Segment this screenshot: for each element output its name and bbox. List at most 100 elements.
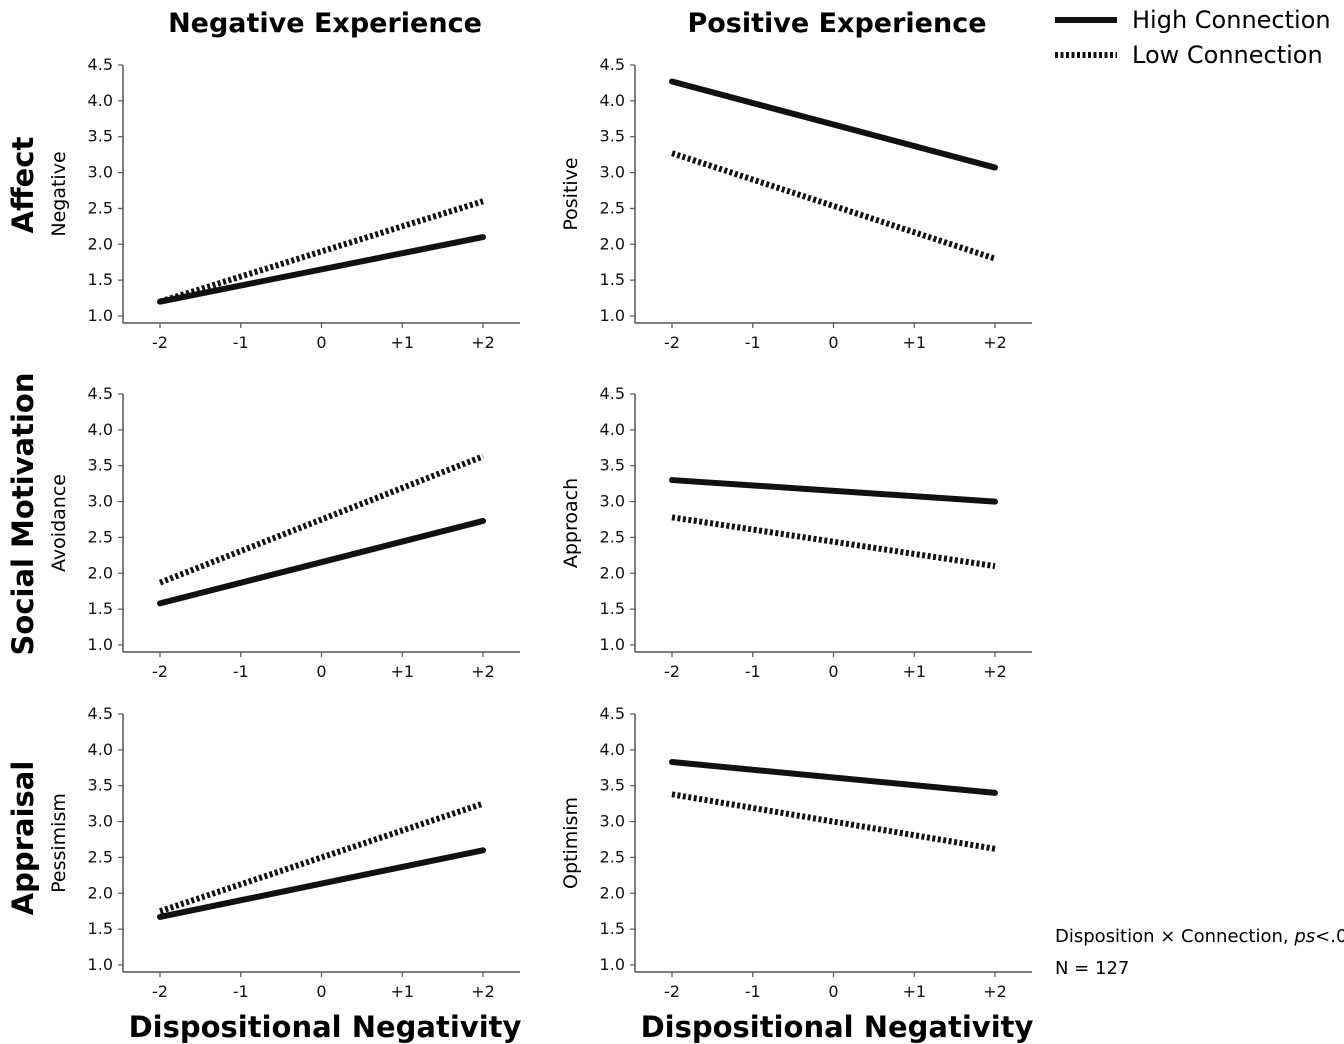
series-line-high-connection xyxy=(157,847,486,920)
x-tick-label: -1 xyxy=(745,982,761,1001)
y-tick-label: 4.5 xyxy=(88,704,113,723)
x-tick-label: +1 xyxy=(902,982,926,1001)
y-axis-label: Approach xyxy=(560,478,582,568)
y-tick-label: 1.0 xyxy=(600,306,625,325)
x-tick-label: -2 xyxy=(152,333,168,352)
y-tick-label: 2.0 xyxy=(600,234,625,253)
panel-appraisal-positive-experience: 1.0 1.5 2.0 2.5 3.0 3.5 4.0 4.5 -2 -1 0 +1 +2 Optimis… xyxy=(560,704,1032,1001)
chart-panels: 1.0 1.5 2.0 2.5 3.0 3.5 4.0 4.5 -2 -1 0 +1 +2 Negativ… xyxy=(48,55,1032,1001)
y-tick-label: 1.0 xyxy=(88,306,113,325)
y-tick-label: 3.5 xyxy=(88,127,113,146)
y-tick-label: 4.5 xyxy=(600,55,625,74)
y-axis-label: Optimism xyxy=(560,797,582,889)
y-tick-label: 2.5 xyxy=(88,198,113,217)
y-axis-label: Avoidance xyxy=(48,474,70,572)
y-tick-label: 4.5 xyxy=(600,384,625,403)
x-axis-label-right: Dispositional Negativity xyxy=(641,1010,1034,1044)
y-tick-label: 2.0 xyxy=(88,883,113,902)
y-tick-label: 1.0 xyxy=(88,955,113,974)
x-tick-label: -2 xyxy=(664,982,680,1001)
y-tick-label: 1.0 xyxy=(88,635,113,654)
x-tick-label: +2 xyxy=(471,333,495,352)
y-tick-label: 3.0 xyxy=(600,163,625,182)
y-tick-label: 1.0 xyxy=(600,635,625,654)
x-tick-label: +1 xyxy=(390,662,414,681)
y-tick-label: 3.5 xyxy=(600,456,625,475)
x-tick-label: +2 xyxy=(983,333,1007,352)
y-tick-label: 2.5 xyxy=(600,847,625,866)
y-tick-label: 3.5 xyxy=(600,127,625,146)
x-tick-label: -2 xyxy=(664,662,680,681)
y-tick-label: 3.5 xyxy=(600,776,625,795)
y-tick-label: 3.5 xyxy=(88,456,113,475)
y-tick-label: 3.0 xyxy=(600,812,625,831)
series-line-high-connection xyxy=(669,477,998,505)
y-tick-label: 2.5 xyxy=(600,198,625,217)
y-tick-label: 4.5 xyxy=(88,384,113,403)
y-axis-label: Positive xyxy=(560,157,582,230)
y-tick-label: 2.0 xyxy=(88,563,113,582)
panel-affect-negative-experience: 1.0 1.5 2.0 2.5 3.0 3.5 4.0 4.5 -2 -1 0 +1 +2 Negativ… xyxy=(48,55,520,352)
x-tick-label: -1 xyxy=(233,982,249,1001)
x-tick-label: -1 xyxy=(233,662,249,681)
series-line-high-connection xyxy=(157,234,486,305)
x-tick-label: -2 xyxy=(664,333,680,352)
x-tick-label: -1 xyxy=(233,333,249,352)
row-title-appraisal: Appraisal xyxy=(6,761,40,916)
y-tick-label: 4.0 xyxy=(88,420,113,439)
series-line-high-connection xyxy=(157,517,486,607)
y-tick-label: 2.0 xyxy=(88,234,113,253)
x-tick-label: +1 xyxy=(902,333,926,352)
series-line-low-connection xyxy=(158,453,485,586)
legend-label-low-connection: Low Connection xyxy=(1132,41,1323,69)
y-tick-label: 2.5 xyxy=(88,847,113,866)
y-tick-label: 2.5 xyxy=(88,527,113,546)
y-tick-label: 1.5 xyxy=(600,599,625,618)
y-tick-label: 2.0 xyxy=(600,563,625,582)
y-tick-label: 2.5 xyxy=(600,527,625,546)
y-tick-label: 4.5 xyxy=(88,55,113,74)
x-tick-label: -2 xyxy=(152,982,168,1001)
y-tick-label: 1.5 xyxy=(88,599,113,618)
y-tick-label: 4.0 xyxy=(88,91,113,110)
y-tick-label: 1.5 xyxy=(88,919,113,938)
x-tick-label: +2 xyxy=(983,662,1007,681)
interaction-note-prefix: Disposition × Connection, xyxy=(1055,926,1294,947)
panel-social-motivation-negative-experience: 1.0 1.5 2.0 2.5 3.0 3.5 4.0 4.5 -2 -1 0 +1 +2 Avoidan… xyxy=(48,384,520,681)
panel-appraisal-negative-experience: 1.0 1.5 2.0 2.5 3.0 3.5 4.0 4.5 -2 -1 0 +1 +2 Pessimi… xyxy=(48,704,520,1001)
x-tick-label: +1 xyxy=(390,982,414,1001)
y-tick-label: 3.0 xyxy=(88,163,113,182)
y-tick-label: 1.5 xyxy=(88,270,113,289)
x-tick-label: 0 xyxy=(828,333,838,352)
interaction-note: Disposition × Connection, ps<.05 xyxy=(1055,926,1344,947)
panel-affect-positive-experience: 1.0 1.5 2.0 2.5 3.0 3.5 4.0 4.5 -2 -1 0 +1 +2 Positiv… xyxy=(560,55,1032,352)
y-tick-label: 4.0 xyxy=(600,740,625,759)
sample-size-note: N = 127 xyxy=(1055,958,1129,979)
x-tick-label: 0 xyxy=(828,982,838,1001)
y-tick-label: 2.0 xyxy=(600,883,625,902)
row-title-affect: Affect xyxy=(6,137,40,234)
x-tick-label: -1 xyxy=(745,333,761,352)
y-axis-label: Pessimism xyxy=(48,793,70,893)
x-tick-label: 0 xyxy=(828,662,838,681)
x-tick-label: +1 xyxy=(902,662,926,681)
legend: High Connection Low Connection xyxy=(1055,6,1331,69)
x-tick-label: -2 xyxy=(152,662,168,681)
x-tick-label: 0 xyxy=(316,333,326,352)
x-tick-label: +1 xyxy=(390,333,414,352)
x-tick-label: 0 xyxy=(316,982,326,1001)
series-line-low-connection xyxy=(159,198,484,305)
x-tick-label: -1 xyxy=(745,662,761,681)
y-tick-label: 4.0 xyxy=(600,91,625,110)
x-axis-label-left: Dispositional Negativity xyxy=(129,1010,522,1044)
y-tick-label: 1.5 xyxy=(600,270,625,289)
column-title-positive: Positive Experience xyxy=(687,8,986,39)
series-line-low-connection xyxy=(159,800,484,915)
y-tick-label: 4.0 xyxy=(600,420,625,439)
y-tick-label: 3.0 xyxy=(88,812,113,831)
series-line-low-connection xyxy=(671,150,996,262)
y-tick-label: 1.5 xyxy=(600,919,625,938)
y-tick-label: 4.0 xyxy=(88,740,113,759)
y-tick-label: 3.5 xyxy=(88,776,113,795)
interaction-note-suffix: <.05 xyxy=(1315,926,1344,947)
